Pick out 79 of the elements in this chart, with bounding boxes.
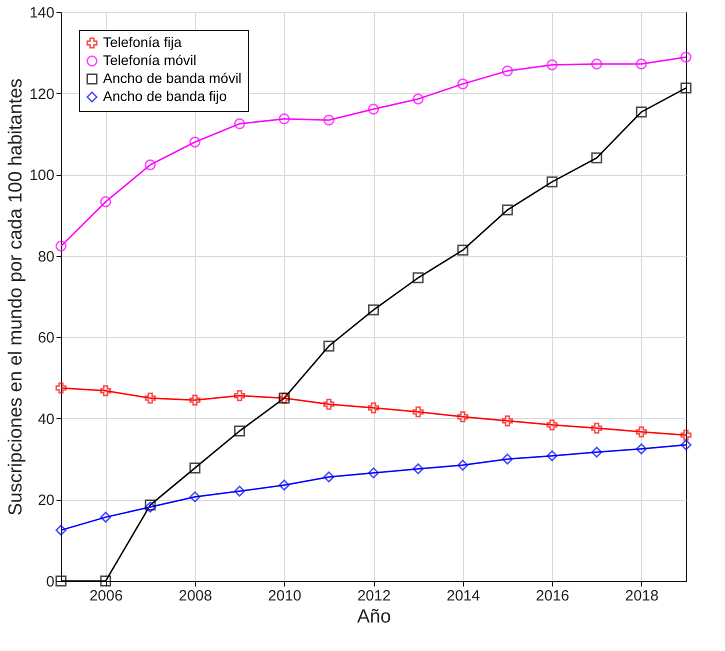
y-axis-title: Suscripciones en el mundo por cada 100 habitantes <box>5 78 26 516</box>
point <box>144 159 156 170</box>
point <box>680 439 692 450</box>
point <box>546 419 558 430</box>
y-tick-label: 40 <box>38 410 54 428</box>
point <box>636 106 647 118</box>
x-tick-label: 2008 <box>178 588 212 604</box>
legend-label: Telefonía móvil <box>103 52 196 68</box>
point <box>591 446 602 458</box>
y-tick-label: 20 <box>38 492 54 510</box>
point <box>636 443 647 454</box>
point <box>144 502 156 513</box>
point <box>323 340 334 352</box>
point <box>189 462 200 474</box>
point <box>368 402 379 414</box>
point <box>412 406 424 418</box>
point <box>591 152 602 164</box>
point <box>546 450 558 462</box>
point <box>234 486 246 497</box>
y-tick-label: 120 <box>29 86 54 103</box>
y-tick-label: 60 <box>38 330 54 347</box>
point <box>56 524 66 536</box>
y-tick-label: 140 <box>29 4 54 22</box>
point <box>502 454 513 465</box>
point <box>144 500 156 510</box>
point <box>323 114 334 126</box>
y-tick-label: 0 <box>46 574 54 590</box>
point <box>636 58 647 70</box>
point <box>189 491 200 502</box>
legend-label: Ancho de banda fijo <box>103 88 227 104</box>
point <box>368 304 379 316</box>
point <box>278 113 290 124</box>
point <box>591 58 602 70</box>
x-tick-label: 2010 <box>268 588 302 604</box>
x-tick-label: 2018 <box>625 588 659 604</box>
y-tick-label: 80 <box>38 248 54 266</box>
point <box>189 394 200 406</box>
point <box>502 415 513 426</box>
point <box>502 204 513 216</box>
legend-label: Ancho de banda móvil <box>103 70 242 86</box>
point <box>457 244 468 256</box>
point <box>412 463 424 474</box>
point <box>323 398 334 410</box>
x-tick-label: 2016 <box>536 588 570 604</box>
point <box>278 480 290 491</box>
point <box>680 52 692 63</box>
x-tick-label: 2006 <box>89 588 123 604</box>
point <box>546 59 558 70</box>
legend-label: Telefonía fija <box>103 34 182 50</box>
point <box>56 240 66 252</box>
point <box>368 104 379 115</box>
point <box>412 272 424 284</box>
point <box>368 467 379 478</box>
point <box>100 512 112 523</box>
point <box>100 576 112 586</box>
x-tick-label: 2012 <box>357 588 391 604</box>
point <box>100 385 112 396</box>
point <box>457 460 468 471</box>
point <box>56 382 66 394</box>
point <box>636 426 647 438</box>
point <box>680 82 692 94</box>
point <box>457 78 468 90</box>
point <box>502 65 513 76</box>
x-tick-label: 2014 <box>446 588 480 604</box>
point <box>457 411 468 422</box>
y-tick-label: 100 <box>29 167 54 184</box>
point <box>100 196 112 208</box>
point <box>189 136 200 148</box>
x-axis-title: Año <box>357 606 391 628</box>
point <box>234 426 246 437</box>
point <box>412 93 424 104</box>
point <box>546 176 558 188</box>
point <box>144 392 156 404</box>
point <box>680 430 692 441</box>
point <box>234 390 246 402</box>
point <box>591 422 602 434</box>
point <box>56 576 66 586</box>
point <box>234 118 246 130</box>
point <box>323 471 334 482</box>
